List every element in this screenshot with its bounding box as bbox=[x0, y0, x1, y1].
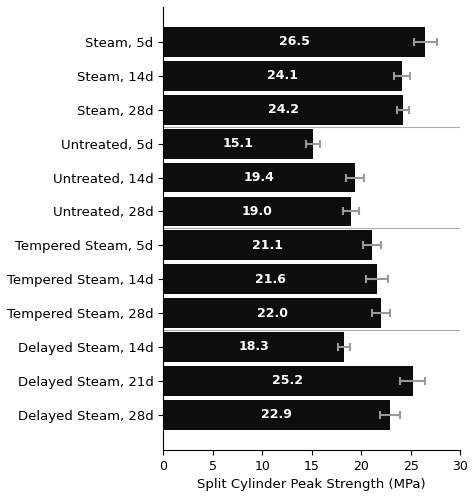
Bar bbox=[163, 400, 390, 430]
Bar bbox=[163, 61, 402, 91]
Text: 21.1: 21.1 bbox=[252, 239, 283, 252]
Bar bbox=[163, 197, 352, 226]
Text: 22.0: 22.0 bbox=[256, 307, 288, 320]
X-axis label: Split Cylinder Peak Strength (MPa): Split Cylinder Peak Strength (MPa) bbox=[198, 478, 426, 491]
Text: 21.6: 21.6 bbox=[255, 273, 285, 286]
Bar bbox=[163, 27, 426, 57]
Text: 24.2: 24.2 bbox=[267, 103, 298, 116]
Text: 18.3: 18.3 bbox=[238, 341, 269, 354]
Bar bbox=[163, 231, 372, 260]
Text: 19.4: 19.4 bbox=[244, 171, 275, 184]
Text: 25.2: 25.2 bbox=[273, 374, 304, 387]
Bar bbox=[163, 264, 377, 294]
Bar bbox=[163, 129, 313, 158]
Text: 24.1: 24.1 bbox=[267, 69, 298, 82]
Text: 22.9: 22.9 bbox=[261, 408, 292, 421]
Text: 19.0: 19.0 bbox=[242, 205, 273, 218]
Bar bbox=[163, 298, 381, 328]
Bar bbox=[163, 95, 403, 124]
Bar bbox=[163, 366, 413, 396]
Text: 15.1: 15.1 bbox=[222, 137, 254, 150]
Bar bbox=[163, 163, 355, 192]
Text: 26.5: 26.5 bbox=[279, 35, 310, 48]
Bar bbox=[163, 332, 344, 362]
